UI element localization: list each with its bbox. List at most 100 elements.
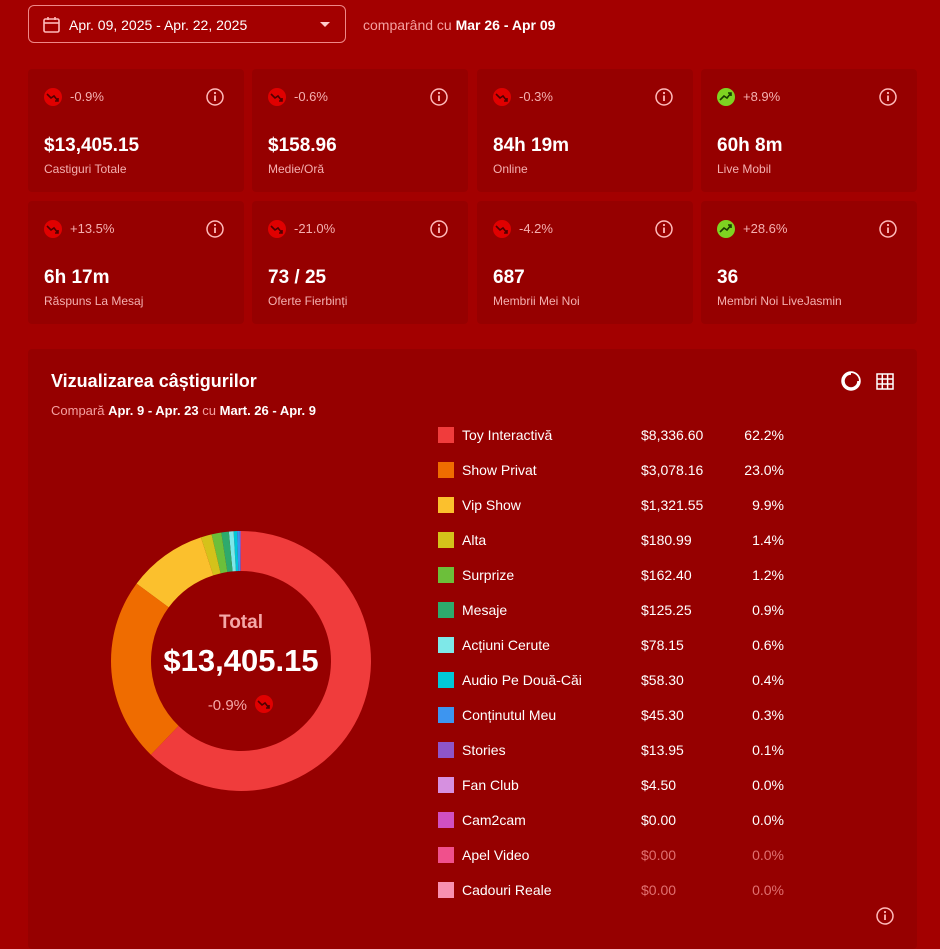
kpi-change: -0.6% — [294, 89, 328, 104]
legend-name: Apel Video — [462, 847, 529, 863]
legend-name: Surprize — [462, 567, 514, 583]
kpi-change: -0.9% — [70, 89, 104, 104]
legend-value: $8,336.60 — [641, 427, 703, 443]
legend-name: Show Privat — [462, 462, 537, 478]
trend-icon — [716, 87, 736, 107]
kpi-value: $158.96 — [268, 135, 337, 157]
legend-share: 23.0% — [744, 462, 784, 478]
subtitle-range: Apr. 9 - Apr. 23 — [108, 403, 199, 418]
kpi-label: Live Mobil — [717, 162, 771, 176]
info-icon[interactable] — [429, 219, 449, 239]
donut-view-icon[interactable] — [843, 373, 859, 389]
kpi-label: Medie/Oră — [268, 162, 324, 176]
info-icon[interactable] — [205, 87, 225, 107]
date-picker[interactable]: Apr. 09, 2025 - Apr. 22, 2025 — [28, 5, 346, 43]
legend-swatch — [438, 427, 454, 443]
legend-share: 0.0% — [752, 812, 784, 828]
legend-swatch — [438, 602, 454, 618]
trend-icon — [43, 219, 63, 239]
info-icon[interactable] — [875, 906, 895, 926]
legend-name: Audio Pe Două-Căi — [462, 672, 582, 688]
legend-share: 9.9% — [752, 497, 784, 513]
info-dot — [887, 224, 889, 226]
kpi-label: Online — [493, 162, 528, 176]
info-dot — [438, 224, 440, 226]
donut-chart: Total $13,405.15 -0.9% — [100, 520, 382, 802]
kpi-value: 687 — [493, 267, 525, 289]
legend-share: 0.1% — [752, 742, 784, 758]
legend-name: Mesaje — [462, 602, 507, 618]
subtitle-compare: Mart. 26 - Apr. 9 — [220, 403, 316, 418]
info-icon[interactable] — [654, 219, 674, 239]
kpi-value: 84h 19m — [493, 135, 569, 157]
compare-prefix: comparând cu — [363, 17, 452, 33]
trend-icon — [43, 87, 63, 107]
info-icon[interactable] — [654, 87, 674, 107]
legend-share: 1.4% — [752, 532, 784, 548]
date-range: Apr. 09, 2025 - Apr. 22, 2025 — [69, 17, 247, 33]
dropdown-arrow — [319, 21, 331, 29]
legend-name: Stories — [462, 742, 506, 758]
legend-name: Alta — [462, 532, 486, 548]
legend-swatch — [438, 742, 454, 758]
legend-swatch — [438, 777, 454, 793]
legend-value: $45.30 — [641, 707, 684, 723]
kpi-card: +8.9% 60h 8m Live Mobil — [701, 69, 917, 192]
calendar-icon — [42, 15, 62, 35]
legend-swatch — [438, 567, 454, 583]
center-value: $13,405.15 — [163, 643, 318, 678]
legend-name: Vip Show — [462, 497, 521, 513]
kpi-change: -21.0% — [294, 221, 335, 236]
kpi-change: +8.9% — [743, 89, 780, 104]
info-icon[interactable] — [205, 219, 225, 239]
info-icon[interactable] — [878, 87, 898, 107]
trend-icon — [267, 87, 287, 107]
legend-swatch — [438, 532, 454, 548]
kpi-label: Răspuns La Mesaj — [44, 294, 143, 308]
legend-swatch — [438, 497, 454, 513]
table-view-icon[interactable] — [877, 374, 893, 389]
info-icon[interactable] — [429, 87, 449, 107]
legend-name: Cam2cam — [462, 812, 526, 828]
kpi-change: -4.2% — [519, 221, 553, 236]
subtitle-joiner: cu — [202, 403, 216, 418]
kpi-change: -0.3% — [519, 89, 553, 104]
legend-value: $4.50 — [641, 777, 676, 793]
legend-share: 0.0% — [752, 777, 784, 793]
kpi-label: Oferte Fierbinți — [268, 294, 347, 308]
kpi-value: 73 / 25 — [268, 267, 326, 289]
subtitle-prefix: Compară — [51, 403, 104, 418]
legend-share: 0.3% — [752, 707, 784, 723]
legend-value: $13.95 — [641, 742, 684, 758]
info-dot — [663, 92, 665, 94]
legend-share: 0.0% — [752, 882, 784, 898]
info-dot — [214, 224, 216, 226]
info-icon[interactable] — [878, 219, 898, 239]
chart-title: Vizualizarea câștigurilor — [51, 371, 257, 392]
legend-value: $1,321.55 — [641, 497, 703, 513]
kpi-card: -21.0% 73 / 25 Oferte Fierbinți — [252, 201, 468, 324]
kpi-value: 60h 8m — [717, 135, 782, 157]
trend-icon — [254, 694, 274, 714]
kpi-value: 36 — [717, 267, 738, 289]
kpi-change: +13.5% — [70, 221, 114, 236]
legend-share: 62.2% — [744, 427, 784, 443]
info-dot — [887, 92, 889, 94]
info-dot — [663, 224, 665, 226]
center-label: Total — [219, 612, 263, 633]
legend-name: Fan Club — [462, 777, 519, 793]
trend-icon — [267, 219, 287, 239]
legend-share: 0.9% — [752, 602, 784, 618]
